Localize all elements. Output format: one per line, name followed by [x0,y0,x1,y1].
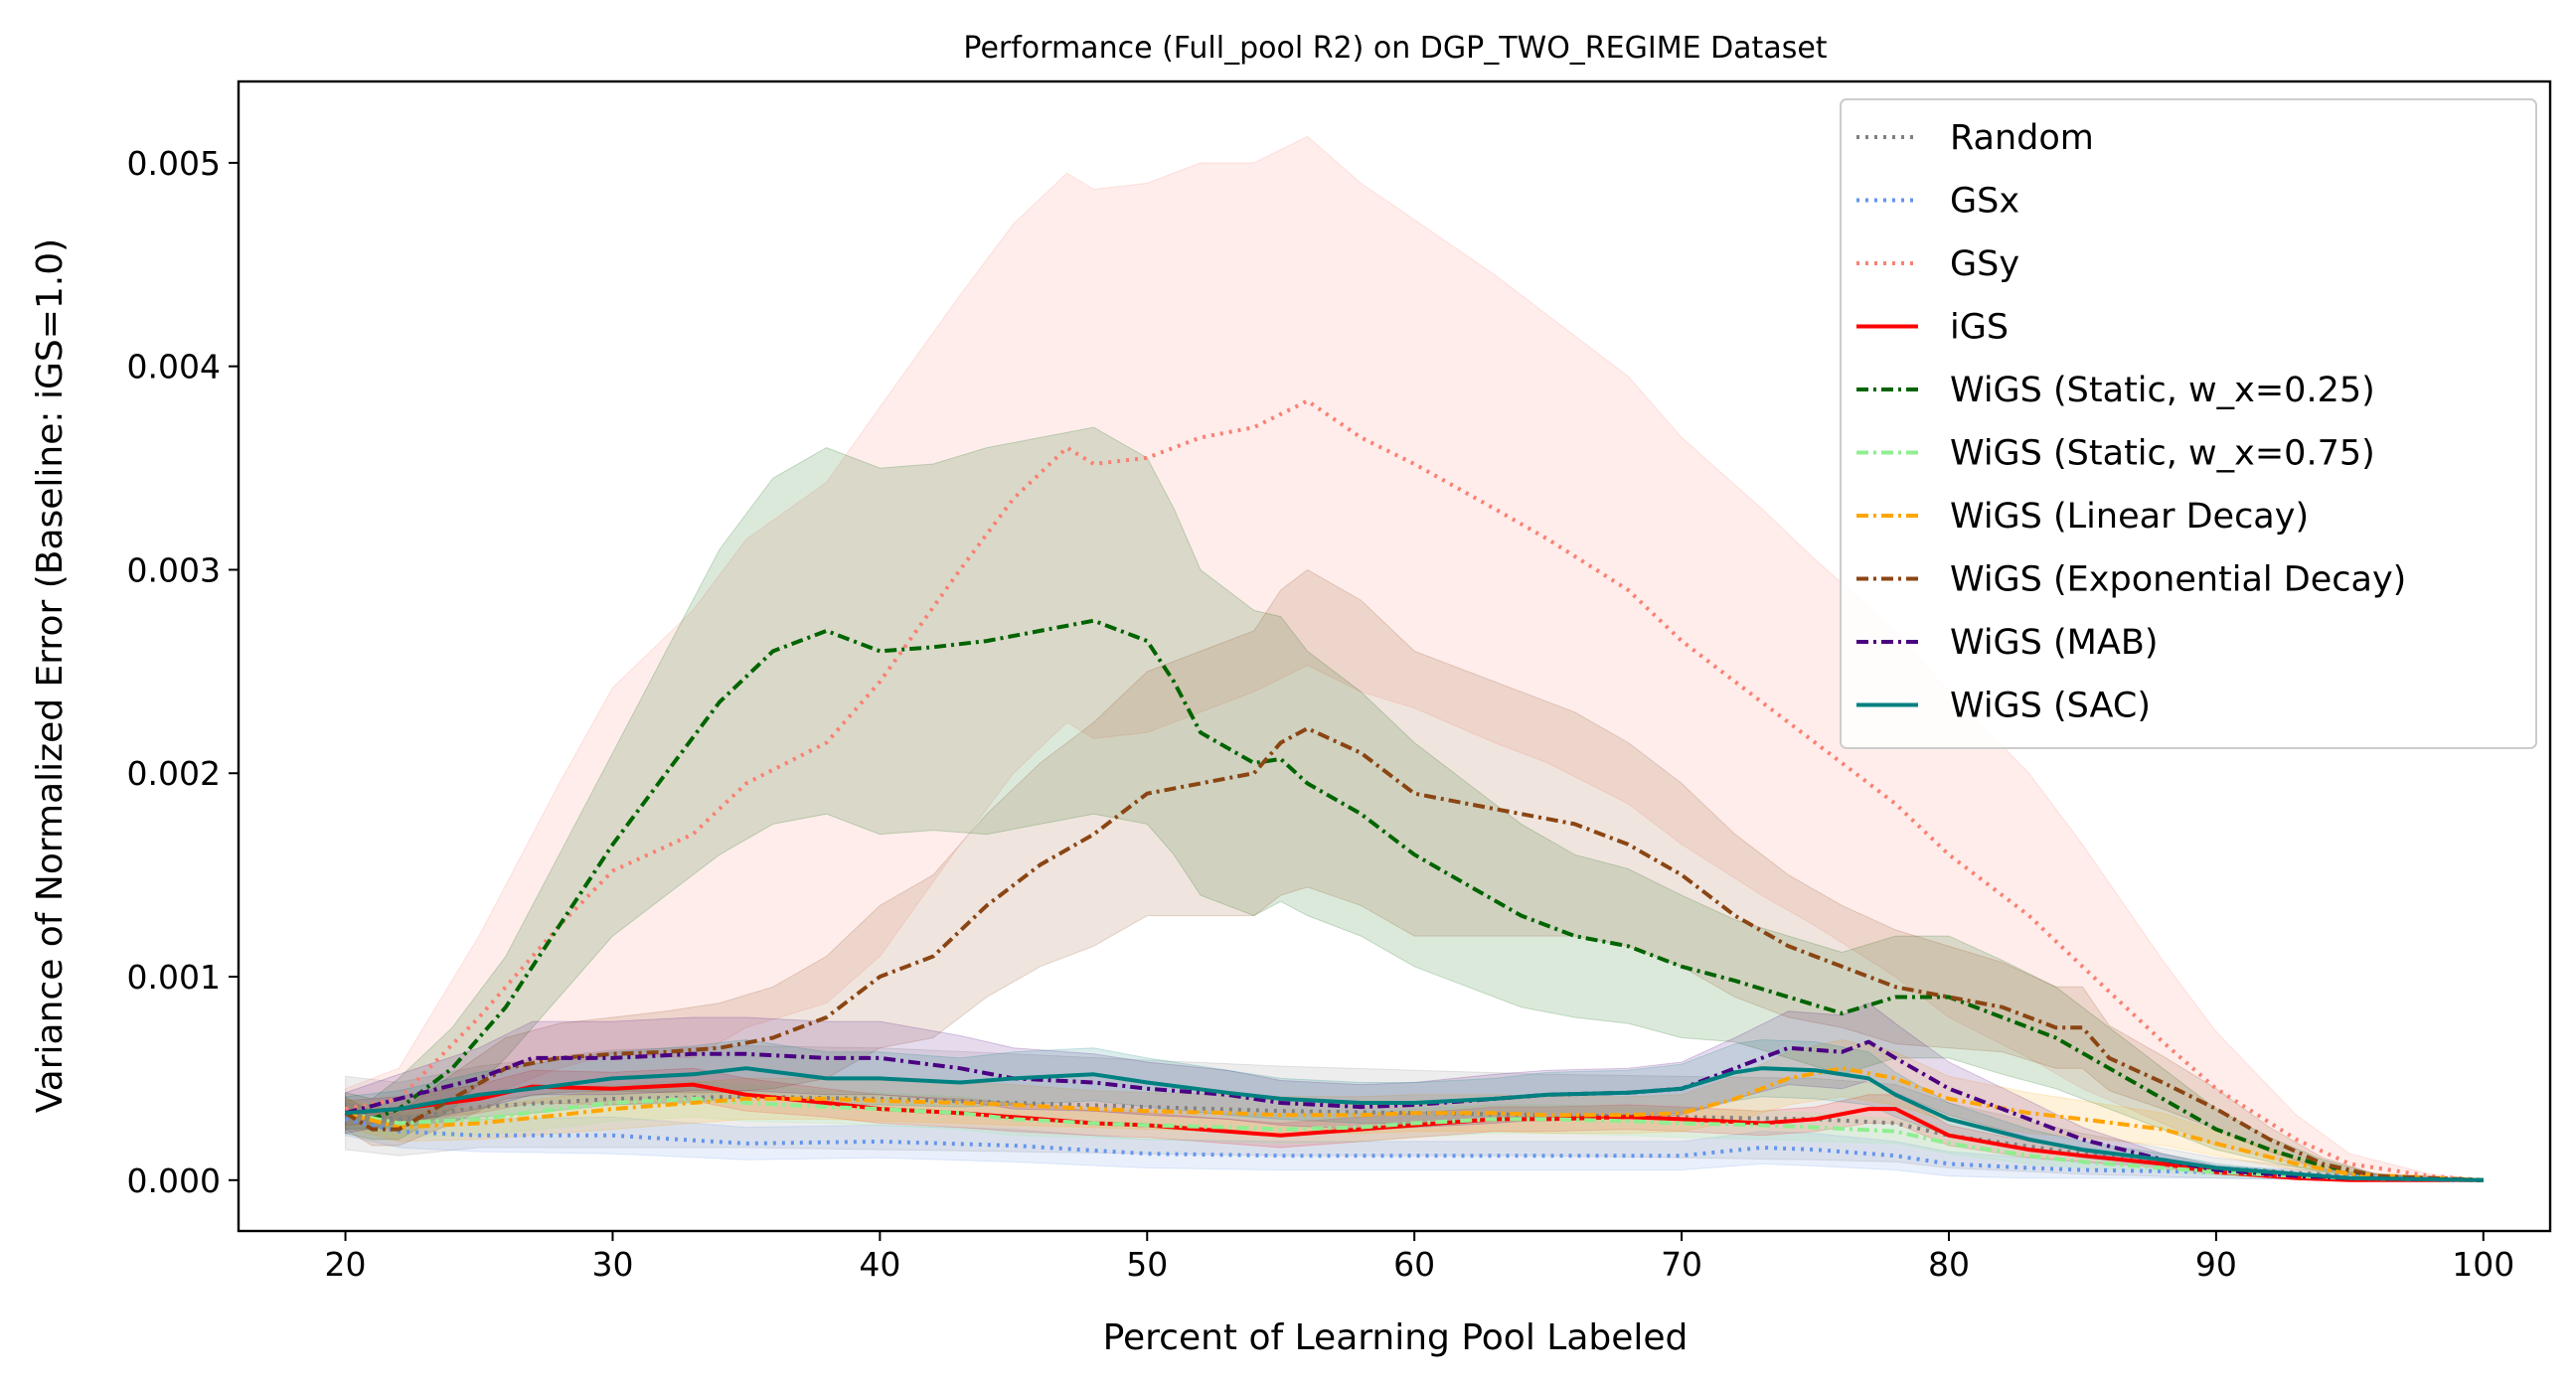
legend-label: GSy [1950,244,2019,284]
x-tick-label: 70 [1661,1245,1702,1284]
legend-label: WiGS (Static, w_x=0.75) [1950,434,2375,474]
x-tick-label: 20 [325,1245,367,1284]
series-line-random [345,1094,2484,1182]
series-line-wigs-static-w-x-0-75 [345,1096,2484,1182]
x-tick-label: 30 [591,1245,633,1284]
y-tick-label: 0.001 [127,958,221,997]
x-tick-label: 50 [1126,1245,1168,1284]
x-tick-label: 60 [1393,1245,1435,1284]
x-tick-label: 100 [2452,1245,2514,1284]
legend-box [1840,98,2537,749]
series-line-wigs-exponential-decay [344,726,2484,1182]
legend-label: iGS [1950,308,2009,348]
y-tick-label: 0.004 [127,348,221,386]
series-lines [344,398,2484,1182]
axes: 20 30 40 50 60 70 80 90 100 0.000 0.001 0.002 0.003 0… [127,79,2552,1284]
legend-label: WiGS (MAB) [1950,623,2159,663]
legend-label: WiGS (Exponential Decay) [1950,560,2406,600]
legend: Random GSx GSy iGS WiGS (Static, w_x=0.25) Wi… [1840,98,2537,749]
x-tick-label: 40 [859,1245,900,1284]
legend-label: WiGS (Linear Decay) [1950,497,2309,537]
series-line-gsx [345,1117,2484,1182]
y-axis-label: Variance of Normalized Error (Baseline: … [30,238,71,1113]
series-line-wigs-linear-decay [345,1066,2484,1182]
series-line-wigs-static-w-x-0-25 [345,618,2484,1182]
series-line-wigs-sac [345,1066,2484,1182]
y-tick-label: 0.003 [127,550,221,589]
y-tick-label: 0.000 [127,1161,221,1200]
legend-label: Random [1950,118,2094,158]
legend-label: WiGS (Static, w_x=0.25) [1950,371,2375,410]
y-tick-label: 0.005 [127,144,221,183]
chart-title: Performance (Full_pool R2) on DGP_TWO_RE… [963,31,1827,66]
x-tick-label: 90 [2195,1245,2237,1284]
x-tick-label: 80 [1928,1245,1970,1284]
legend-label: WiGS (SAC) [1950,687,2151,726]
plot-frame [237,79,2552,1233]
y-tick-label: 0.002 [127,754,221,793]
x-axis-label: Percent of Learning Pool Labeled [1103,1317,1689,1358]
confidence-bands [345,135,2484,1181]
legend-label: GSx [1950,182,2019,222]
